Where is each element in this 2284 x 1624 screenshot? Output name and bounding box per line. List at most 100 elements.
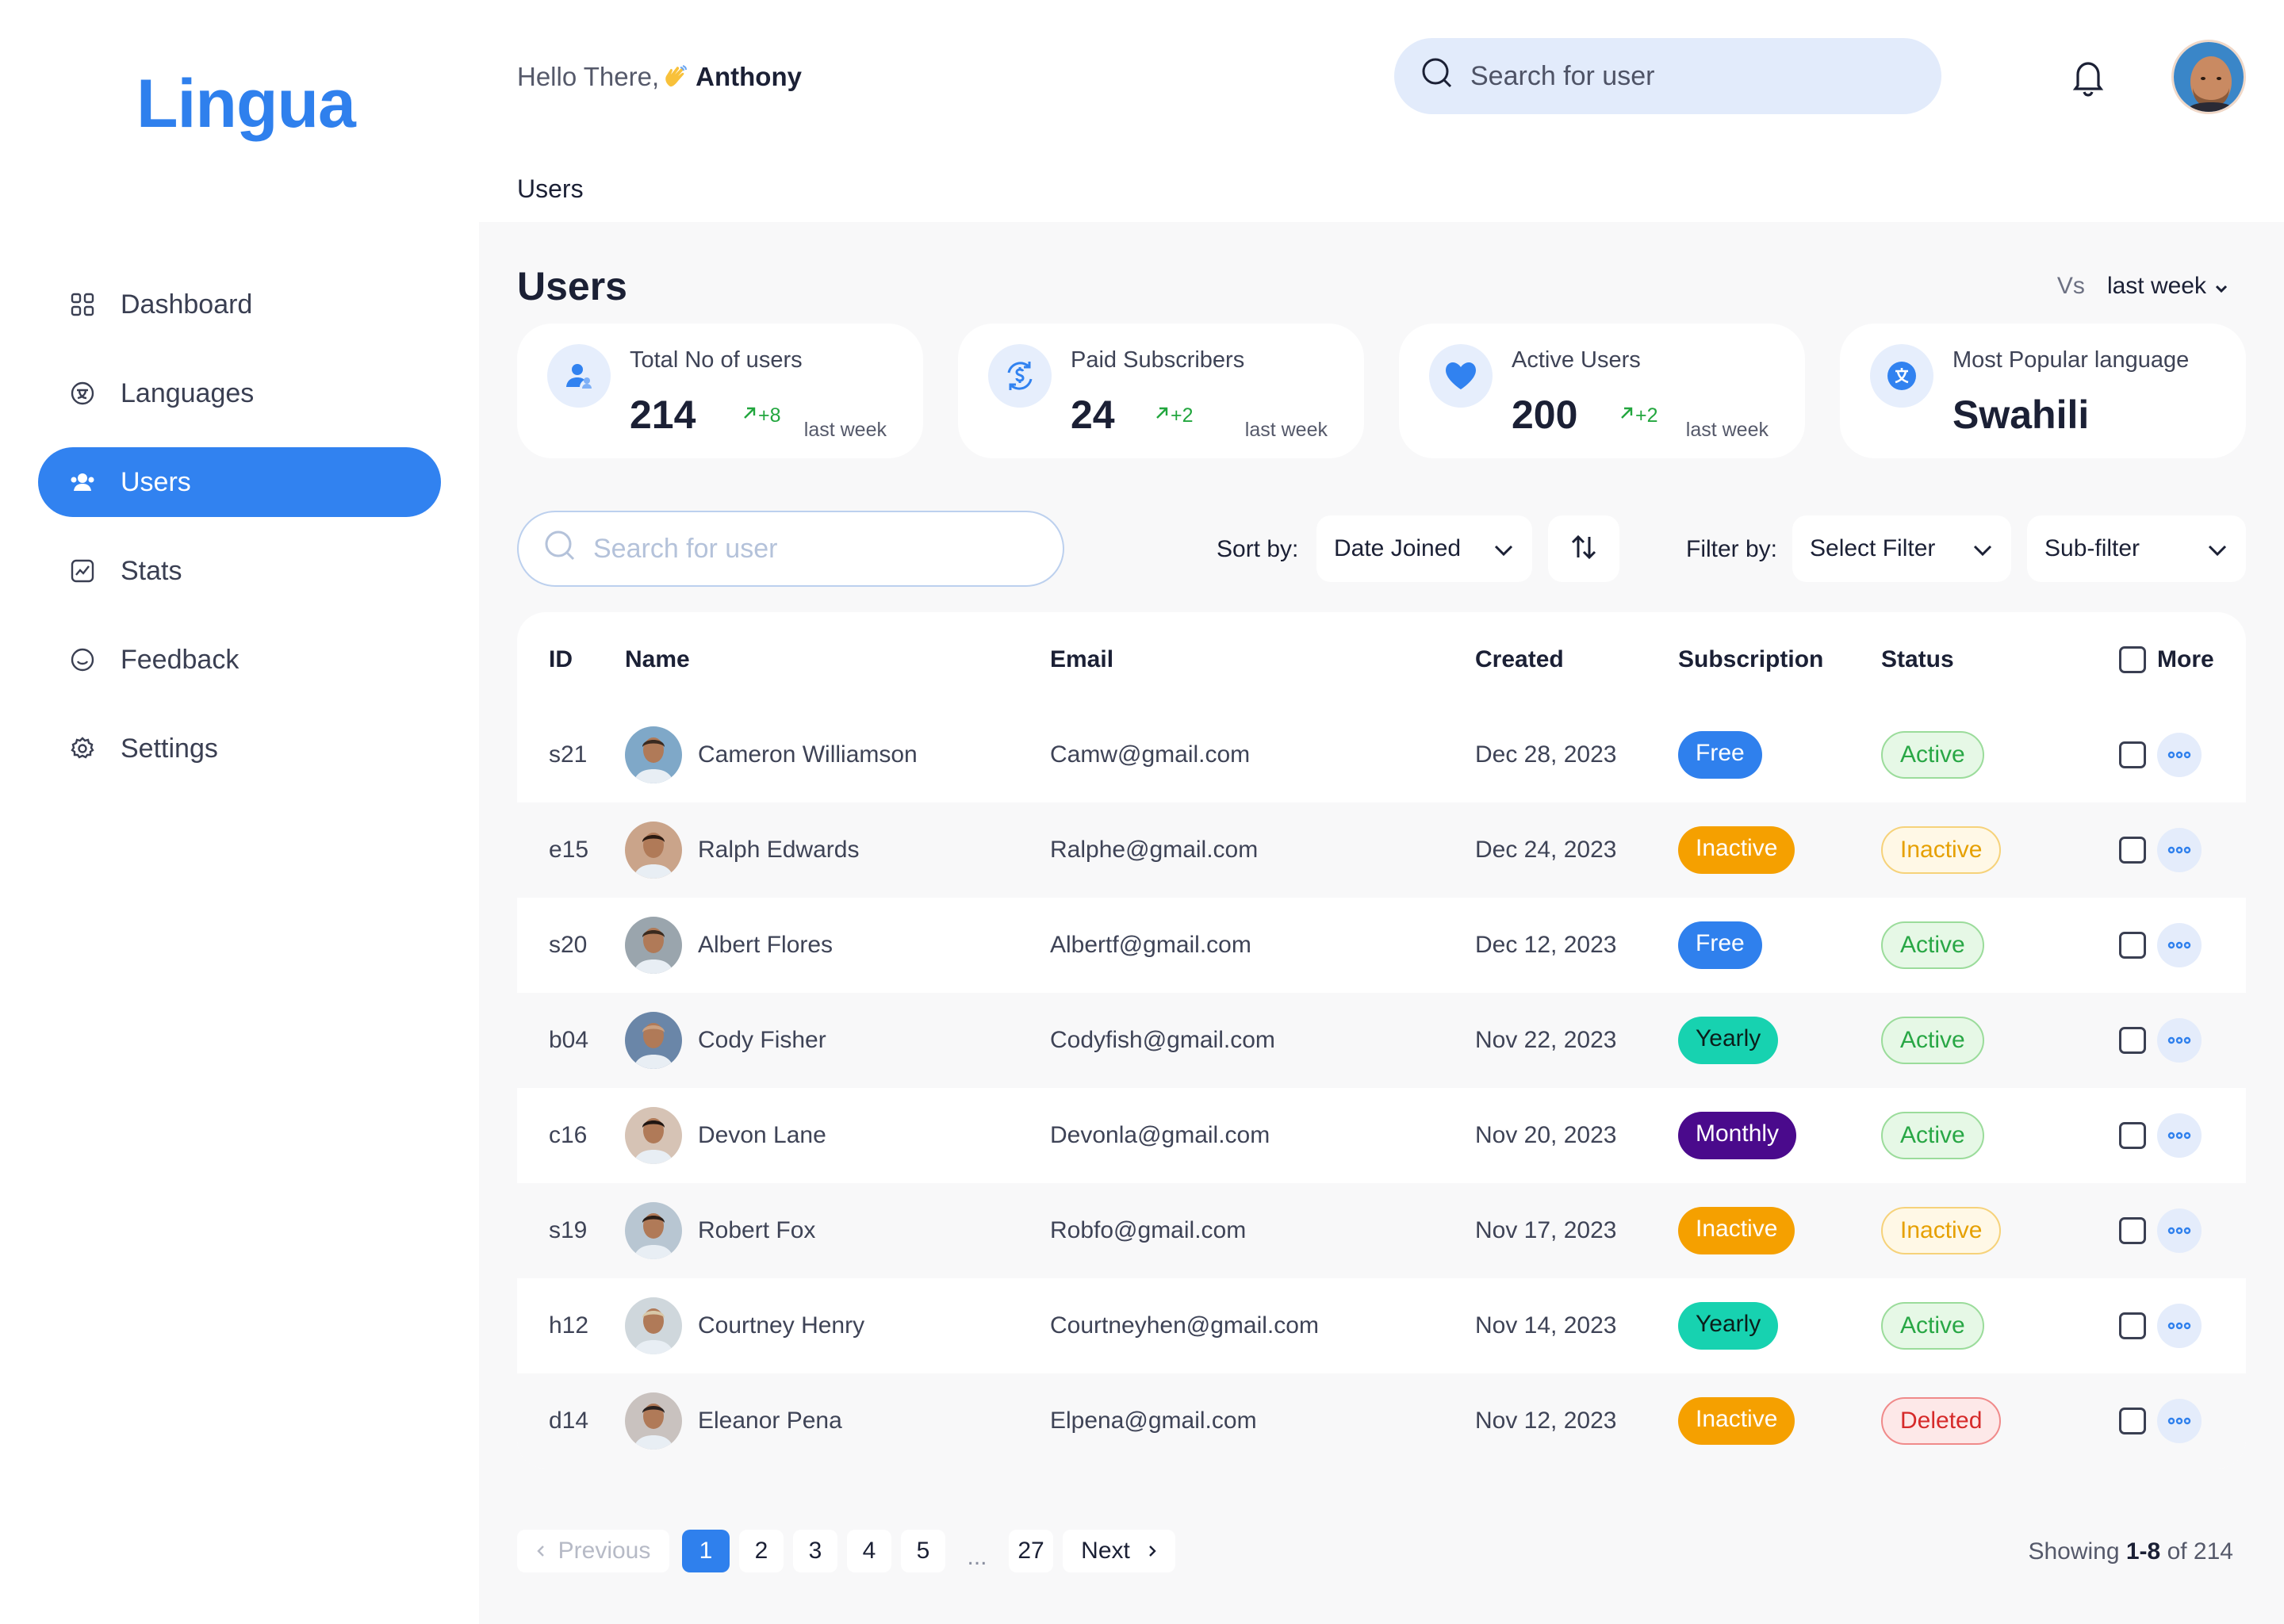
dollar-cycle-icon [988,344,1052,408]
subscription-badge: Yearly [1678,1017,1779,1064]
subfilter-select[interactable]: Sub-filter [2027,515,2246,582]
cell-id: s20 [549,932,588,958]
subscription-badge: Free [1678,921,1762,969]
page-4-button[interactable]: 4 [847,1530,891,1572]
header-created[interactable]: Created [1475,646,1564,672]
row-checkbox[interactable] [2119,741,2146,768]
sort-direction-button[interactable] [1548,515,1619,582]
filter-select[interactable]: Select Filter [1792,515,2011,582]
row-checkbox[interactable] [2119,932,2146,959]
stat-card-active-users: Active Users 200 +2 last week [1399,324,1805,458]
sidebar-item-stats[interactable]: Stats [38,536,441,606]
sidebar-item-languages[interactable]: Languages [38,358,441,428]
table-row[interactable]: e15 Ralph Edwards Ralphe@gmail.com Dec 2… [517,802,2246,898]
comparison-select[interactable]: Vs last week [2057,273,2228,300]
table-row[interactable]: s20 Albert Flores Albertf@gmail.com Dec … [517,898,2246,993]
table-search-input[interactable]: Search for user [517,511,1064,587]
stat-value: 200 [1512,393,1578,437]
top-search-input[interactable]: Search for user [1394,38,1941,114]
stat-delta: +2 [1153,404,1194,427]
header-email[interactable]: Email [1050,646,1114,672]
page-1-button[interactable]: 1 [682,1530,730,1572]
status-badge: Deleted [1881,1397,2002,1445]
users-icon [547,344,611,408]
header-name[interactable]: Name [625,646,690,672]
chevron-down-icon [1972,538,1994,565]
status-badge: Active [1881,921,1984,969]
stat-value: Swahili [1953,393,2090,437]
table-row[interactable]: d14 Eleanor Pena Elpena@gmail.com Nov 12… [517,1373,2246,1469]
table-row[interactable]: c16 Devon Lane Devonla@gmail.com Nov 20,… [517,1088,2246,1183]
row-checkbox[interactable] [2119,1312,2146,1339]
cell-id: c16 [549,1122,588,1148]
stat-value: 24 [1071,393,1115,437]
page-3-button[interactable]: 3 [793,1530,837,1572]
avatar [625,1297,682,1354]
table-row[interactable]: b04 Cody Fisher Codyfish@gmail.com Nov 2… [517,993,2246,1088]
cell-id: e15 [549,837,589,863]
ellipsis-icon [2157,1018,2202,1063]
cell-created: Nov 22, 2023 [1475,1027,1617,1053]
cell-name: Cody Fisher [625,1012,826,1069]
row-checkbox[interactable] [2119,1217,2146,1244]
subscription-badge: Free [1678,731,1762,779]
cell-email: Courtneyhen@gmail.com [1050,1312,1319,1339]
search-placeholder: Search for user [1470,60,1655,91]
stat-label: Most Popular language [1953,347,2190,373]
search-icon [542,528,577,570]
subscription-badge: Inactive [1678,1397,1795,1445]
sidebar-item-dashboard[interactable]: Dashboard [38,270,441,339]
cell-created: Nov 20, 2023 [1475,1122,1617,1148]
user-avatar[interactable] [2171,40,2246,114]
stat-period: last week [803,419,887,441]
row-more-button[interactable] [2157,733,2202,777]
chevron-right-icon [1148,1538,1157,1565]
cell-id: s19 [549,1217,588,1243]
row-more-button[interactable] [2157,1304,2202,1348]
previous-button[interactable]: Previous [517,1530,669,1572]
users-icon [68,468,97,496]
table-row[interactable]: h12 Courtney Henry Courtneyhen@gmail.com… [517,1278,2246,1373]
row-more-button[interactable] [2157,1113,2202,1158]
page-2-button[interactable]: 2 [739,1530,784,1572]
cell-id: h12 [549,1312,589,1339]
row-more-button[interactable] [2157,1208,2202,1253]
ellipsis-icon [2157,923,2202,967]
row-more-button[interactable] [2157,923,2202,967]
select-all-checkbox[interactable] [2119,646,2146,673]
next-button[interactable]: Next [1063,1530,1175,1572]
ellipsis-icon [2157,1208,2202,1253]
row-checkbox[interactable] [2119,1027,2146,1054]
cell-name: Cameron Williamson [625,726,918,783]
row-checkbox[interactable] [2119,837,2146,864]
gear-icon [68,734,97,763]
stat-period: last week [1685,419,1769,441]
table-row[interactable]: s19 Robert Fox Robfo@gmail.com Nov 17, 2… [517,1183,2246,1278]
page-5-button[interactable]: 5 [901,1530,945,1572]
header-id[interactable]: ID [549,646,573,672]
sidebar-item-feedback[interactable]: Feedback [38,625,441,695]
page-27-button[interactable]: 27 [1009,1530,1053,1572]
cell-id: b04 [549,1027,589,1053]
cell-created: Nov 14, 2023 [1475,1312,1617,1339]
pagination-ellipsis: ... [967,1544,987,1570]
status-badge: Active [1881,731,1984,779]
header-status[interactable]: Status [1881,646,1954,672]
sidebar-item-settings[interactable]: Settings [38,714,441,783]
sort-select[interactable]: Date Joined [1316,515,1532,582]
row-checkbox[interactable] [2119,1122,2146,1149]
row-more-button[interactable] [2157,1018,2202,1063]
row-more-button[interactable] [2157,1399,2202,1443]
table-row[interactable]: s21 Cameron Williamson Camw@gmail.com De… [517,707,2246,802]
filter-label: Filter by: [1686,536,1778,562]
avatar [625,1392,682,1450]
page-title: Users [517,264,627,308]
row-more-button[interactable] [2157,828,2202,872]
bell-icon[interactable] [2070,57,2106,97]
cell-name: Ralph Edwards [625,822,859,879]
row-checkbox[interactable] [2119,1408,2146,1434]
sidebar-item-users[interactable]: Users [38,447,441,517]
ellipsis-icon [2157,1113,2202,1158]
header-subscription[interactable]: Subscription [1678,646,1824,672]
cell-email: Robfo@gmail.com [1050,1217,1247,1243]
